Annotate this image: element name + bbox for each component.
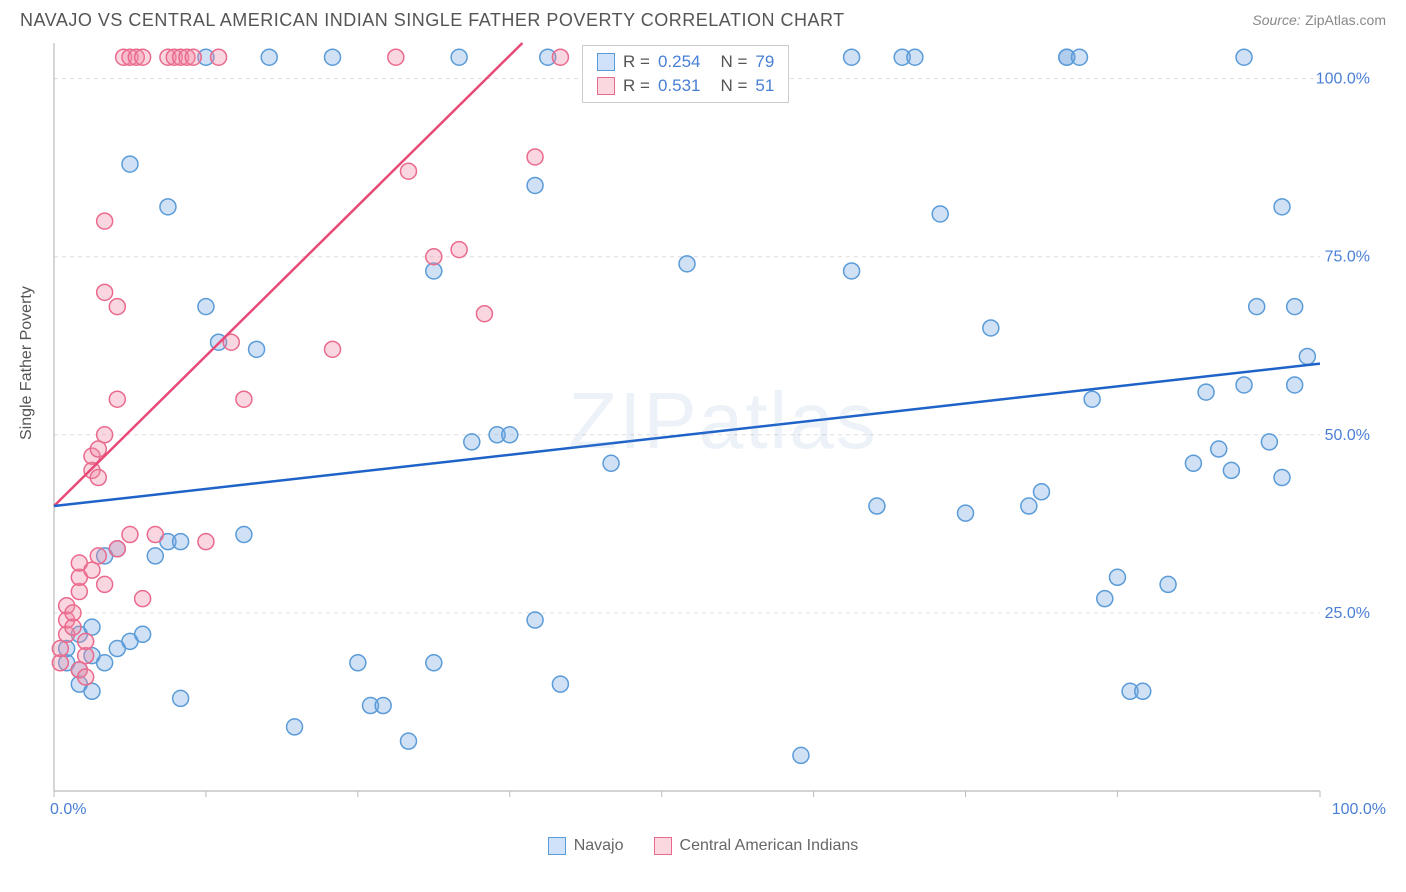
legend-item-navajo: Navajo — [548, 837, 624, 855]
legend-swatch-navajo — [548, 837, 566, 855]
chart-area: 25.0%50.0%75.0%100.0% ZIPatlas R = 0.254… — [50, 41, 1396, 801]
legend-swatch-cai — [654, 837, 672, 855]
svg-text:100.0%: 100.0% — [1316, 71, 1370, 88]
r-label: R = — [623, 52, 650, 72]
y-axis-label: Single Father Poverty — [18, 286, 36, 440]
x-max-label: 100.0% — [1332, 801, 1386, 819]
series-legend: Navajo Central American Indians — [0, 837, 1406, 855]
legend-item-cai: Central American Indians — [654, 837, 859, 855]
legend-label-navajo: Navajo — [574, 837, 624, 855]
legend-swatch-cai — [597, 77, 615, 95]
source-label: Source: — [1252, 12, 1300, 28]
legend-row-cai: R = 0.531 N = 51 — [597, 76, 774, 96]
svg-text:50.0%: 50.0% — [1325, 427, 1370, 444]
chart-title: NAVAJO VS CENTRAL AMERICAN INDIAN SINGLE… — [20, 10, 845, 31]
n-value: 79 — [755, 52, 774, 72]
n-value: 51 — [755, 76, 774, 96]
correlation-legend: R = 0.254 N = 79 R = 0.531 N = 51 — [582, 45, 789, 103]
legend-label-cai: Central American Indians — [680, 837, 859, 855]
r-value: 0.531 — [658, 76, 701, 96]
x-min-label: 0.0% — [50, 801, 86, 819]
legend-row-navajo: R = 0.254 N = 79 — [597, 52, 774, 72]
svg-text:75.0%: 75.0% — [1325, 249, 1370, 266]
source-value: ZipAtlas.com — [1305, 12, 1386, 28]
legend-swatch-navajo — [597, 53, 615, 71]
r-value: 0.254 — [658, 52, 701, 72]
source: Source: ZipAtlas.com — [1252, 12, 1386, 30]
svg-text:25.0%: 25.0% — [1325, 605, 1370, 622]
n-label: N = — [720, 52, 747, 72]
x-axis-labels: 0.0% 100.0% — [50, 801, 1396, 825]
n-label: N = — [720, 76, 747, 96]
r-label: R = — [623, 76, 650, 96]
scatter-chart: 25.0% 50.0% 75.0% 100.0% — [50, 41, 1380, 801]
